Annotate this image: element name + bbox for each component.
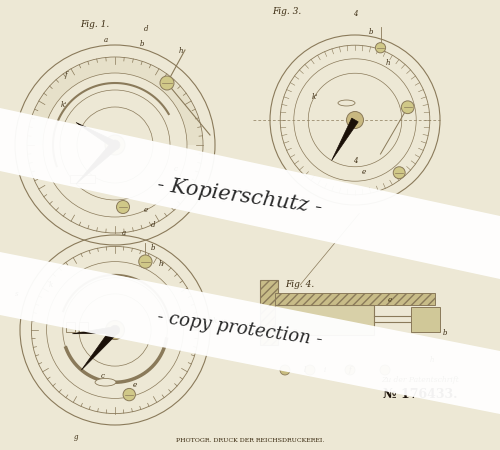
Circle shape <box>139 255 152 268</box>
Circle shape <box>160 76 174 90</box>
Text: b: b <box>140 40 144 48</box>
Circle shape <box>393 167 405 179</box>
Text: № 176433.: № 176433. <box>383 388 457 401</box>
Bar <box>411 307 440 332</box>
Text: h: h <box>159 260 164 268</box>
Text: - copy protection -: - copy protection - <box>156 308 324 349</box>
Circle shape <box>280 365 290 375</box>
Text: 4: 4 <box>353 10 357 18</box>
Circle shape <box>106 320 124 339</box>
Text: c: c <box>174 165 177 173</box>
Text: f: f <box>65 72 68 79</box>
Wedge shape <box>28 58 202 145</box>
Polygon shape <box>72 327 116 334</box>
Text: f: f <box>348 366 352 374</box>
Ellipse shape <box>95 378 116 386</box>
Text: Zu der Patentschrift: Zu der Patentschrift <box>381 376 459 384</box>
Polygon shape <box>0 108 500 279</box>
Circle shape <box>380 365 390 375</box>
Text: e: e <box>144 206 148 214</box>
Circle shape <box>305 365 315 375</box>
Bar <box>79 322 88 332</box>
Text: s: s <box>15 290 18 298</box>
Text: k': k' <box>60 101 67 109</box>
Polygon shape <box>82 327 118 370</box>
Text: h: h <box>430 356 434 364</box>
Text: a: a <box>104 36 108 45</box>
Text: b: b <box>368 28 372 36</box>
Text: d: d <box>144 25 148 33</box>
Circle shape <box>402 101 414 113</box>
Text: c: c <box>101 372 104 380</box>
Text: h: h <box>386 58 390 67</box>
Text: - Kopierschutz -: - Kopierschutz - <box>156 175 324 217</box>
Text: b: b <box>151 244 156 252</box>
Text: e: e <box>362 168 366 176</box>
Polygon shape <box>332 118 358 161</box>
Text: 4: 4 <box>353 157 357 165</box>
Circle shape <box>123 388 136 401</box>
Bar <box>275 305 374 335</box>
Polygon shape <box>76 142 118 184</box>
Text: l: l <box>304 366 306 374</box>
Text: Fig. 1.: Fig. 1. <box>80 20 110 29</box>
Text: e: e <box>133 381 137 389</box>
Polygon shape <box>76 122 117 148</box>
Text: h: h <box>178 47 183 55</box>
Bar <box>260 280 278 345</box>
Text: b: b <box>443 329 448 337</box>
Bar <box>66 322 75 332</box>
Text: Fig. 4.: Fig. 4. <box>286 280 314 289</box>
Text: g: g <box>74 433 78 441</box>
Text: k: k <box>212 317 216 325</box>
Circle shape <box>105 135 125 155</box>
Polygon shape <box>0 252 500 414</box>
Circle shape <box>116 201 130 213</box>
Circle shape <box>345 365 355 375</box>
Circle shape <box>376 43 386 53</box>
Text: k': k' <box>312 93 318 101</box>
Text: e: e <box>388 296 392 304</box>
Text: a: a <box>122 230 126 238</box>
Circle shape <box>110 140 120 150</box>
Text: PHOTOGR. DRUCK DER REICHSDRUCKEREI.: PHOTOGR. DRUCK DER REICHSDRUCKEREI. <box>176 437 324 442</box>
Bar <box>275 293 435 305</box>
Text: d: d <box>151 220 156 229</box>
Text: g: g <box>246 321 250 329</box>
Text: k: k <box>49 281 54 289</box>
Circle shape <box>346 112 364 129</box>
Ellipse shape <box>338 100 355 106</box>
Text: i: i <box>324 366 326 374</box>
Text: Fig. 3.: Fig. 3. <box>272 7 302 16</box>
Circle shape <box>110 325 120 335</box>
Bar <box>70 175 95 183</box>
